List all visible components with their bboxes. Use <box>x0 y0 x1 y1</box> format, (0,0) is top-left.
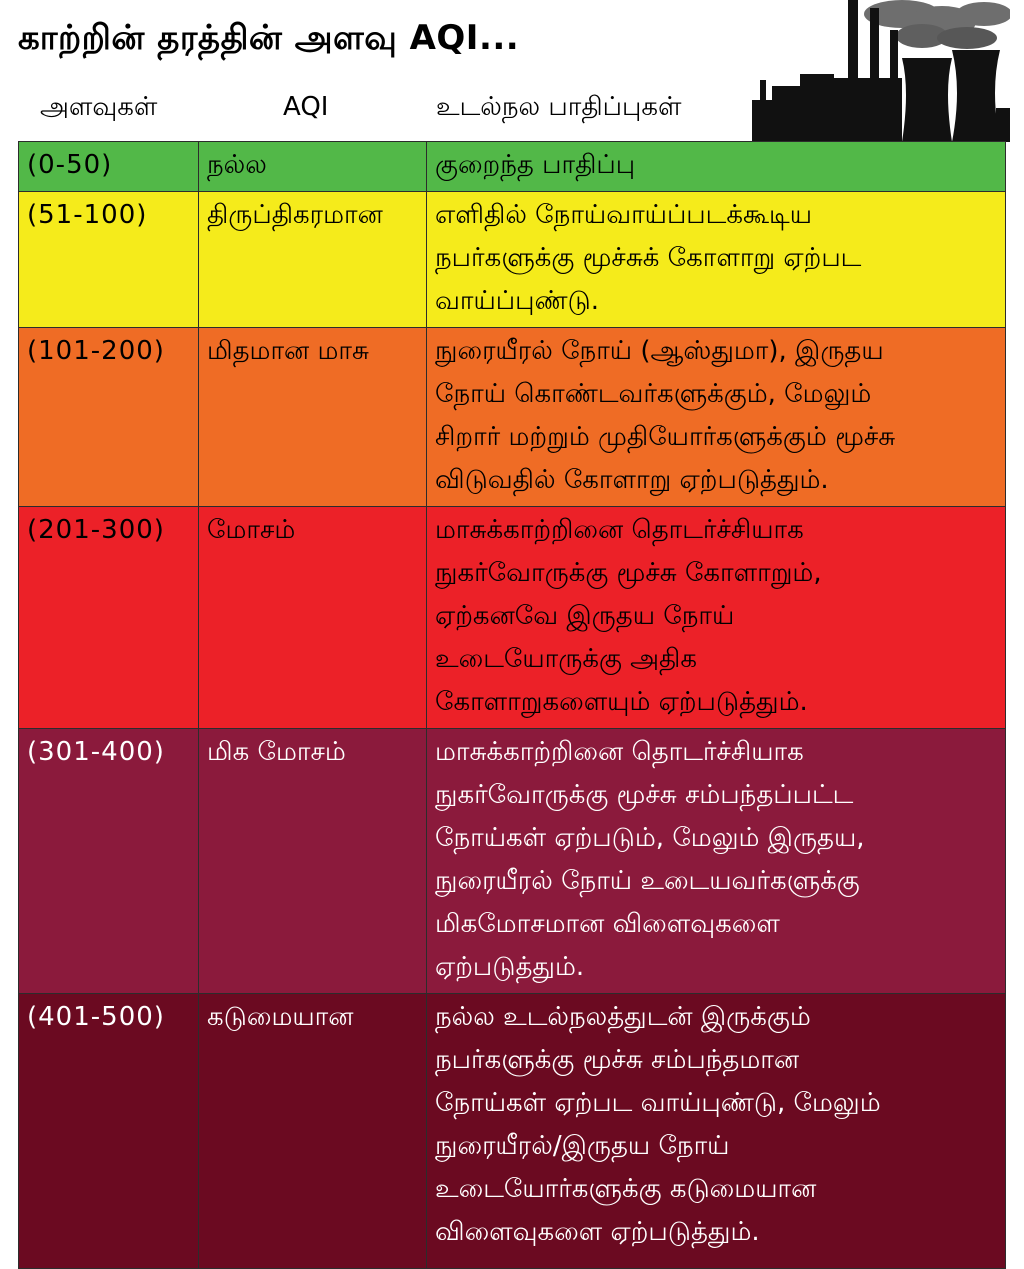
aqi-table: (0-50) நல்ல குறைந்த பாதிப்பு (51-100) தி… <box>18 141 1006 1269</box>
effect-line: வாய்ப்புண்டு. <box>435 286 600 316</box>
health-effects: மாசுக்காற்றினை தொடர்ச்சியாக நுகர்வோருக்க… <box>426 506 1006 729</box>
aqi-category: கடுமையான <box>198 993 427 1269</box>
effect-line: உடையோருக்கு அதிக <box>435 644 697 674</box>
effect-line: குறைந்த பாதிப்பு <box>435 150 636 180</box>
table-row: (301-400) மிக மோசம் மாசுக்காற்றினை தொடர்… <box>18 728 1006 994</box>
effect-line: நுரையீரல் நோய் உடையவர்களுக்கு <box>435 866 860 896</box>
effect-line: நபர்களுக்கு மூச்சு சம்பந்தமான <box>435 1045 800 1075</box>
table-row: (401-500) கடுமையான நல்ல உடல்நலத்துடன் இர… <box>18 993 1006 1269</box>
effect-line: மாசுக்காற்றினை தொடர்ச்சியாக <box>435 515 804 545</box>
effect-line: நல்ல உடல்நலத்துடன் இருக்கும் <box>435 1002 811 1032</box>
health-effects: நுரையீரல் நோய் (ஆஸ்துமா), இருதய நோய் கொண… <box>426 327 1006 507</box>
aqi-category: மிக மோசம் <box>198 728 427 994</box>
aqi-range: (401-500) <box>18 993 199 1269</box>
aqi-category: நல்ல <box>198 141 427 192</box>
factory-illustration <box>752 0 1010 142</box>
effect-line: நுகர்வோருக்கு மூச்சு சம்பந்தப்பட்ட <box>435 780 854 810</box>
effect-line: நோய் கொண்டவர்களுக்கும், மேலும் <box>435 379 872 409</box>
page-title: காற்றின் தரத்தின் அளவு AQI... <box>18 18 520 58</box>
health-effects: நல்ல உடல்நலத்துடன் இருக்கும் நபர்களுக்கு… <box>426 993 1006 1269</box>
table-row: (51-100) திருப்திகரமான எளிதில் நோய்வாய்ப… <box>18 191 1006 328</box>
effect-line: கோளாறுகளையும் ஏற்படுத்தும். <box>435 687 808 717</box>
effect-line: ஏற்கனவே இருதய நோய் <box>435 601 735 631</box>
effect-line: நுரையீரல் நோய் (ஆஸ்துமா), இருதய <box>435 336 884 366</box>
effect-line: நுகர்வோருக்கு மூச்சு கோளாறும், <box>435 558 822 588</box>
effect-line: மாசுக்காற்றினை தொடர்ச்சியாக <box>435 737 804 767</box>
table-row: (101-200) மிதமான மாசு நுரையீரல் நோய் (ஆஸ… <box>18 327 1006 507</box>
effect-line: உடையோர்களுக்கு கடுமையான <box>435 1174 817 1204</box>
header-effects: உடல்நல பாதிப்புகள் <box>436 92 682 122</box>
aqi-range: (51-100) <box>18 191 199 328</box>
header-aqi: AQI <box>283 92 329 122</box>
table-row: (0-50) நல்ல குறைந்த பாதிப்பு <box>18 141 1006 192</box>
effect-line: சிறார் மற்றும் முதியோர்களுக்கும் மூச்சு <box>435 422 896 452</box>
aqi-range: (0-50) <box>18 141 199 192</box>
effect-line: மிகமோசமான விளைவுகளை <box>435 909 780 939</box>
aqi-category: மிதமான மாசு <box>198 327 427 507</box>
aqi-range: (301-400) <box>18 728 199 994</box>
header-levels: அளவுகள் <box>40 92 158 122</box>
aqi-category: திருப்திகரமான <box>198 191 427 328</box>
effect-line: நபர்களுக்கு மூச்சுக் கோளாறு ஏற்பட <box>435 243 862 273</box>
effect-line: நோய்கள் ஏற்பட வாய்புண்டு, மேலும் <box>435 1088 881 1118</box>
effect-line: விடுவதில் கோளாறு ஏற்படுத்தும். <box>435 465 829 495</box>
effect-line: நுரையீரல்/இருதய நோய் <box>435 1131 730 1161</box>
health-effects: குறைந்த பாதிப்பு <box>426 141 1006 192</box>
effect-line: எளிதில் நோய்வாய்ப்படக்கூடிய <box>435 200 813 230</box>
effect-line: விளைவுகளை ஏற்படுத்தும். <box>435 1217 760 1247</box>
table-row: (201-300) மோசம் மாசுக்காற்றினை தொடர்ச்சி… <box>18 506 1006 729</box>
effect-line: ஏற்படுத்தும். <box>435 952 585 982</box>
aqi-category: மோசம் <box>198 506 427 729</box>
aqi-range: (101-200) <box>18 327 199 507</box>
health-effects: மாசுக்காற்றினை தொடர்ச்சியாக நுகர்வோருக்க… <box>426 728 1006 994</box>
effect-line: நோய்கள் ஏற்படும், மேலும் இருதய, <box>435 823 865 853</box>
health-effects: எளிதில் நோய்வாய்ப்படக்கூடிய நபர்களுக்கு … <box>426 191 1006 328</box>
aqi-range: (201-300) <box>18 506 199 729</box>
